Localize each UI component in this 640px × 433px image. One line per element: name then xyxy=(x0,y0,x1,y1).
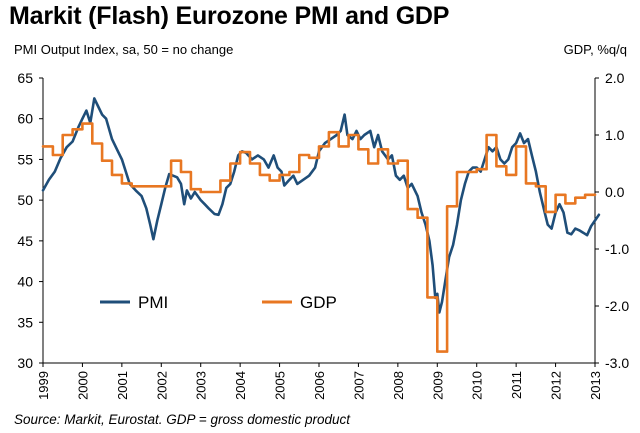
x-tick-label: 2011 xyxy=(509,371,524,399)
x-tick-label: 2002 xyxy=(154,371,169,400)
chart-area: 30 35 40 45 50 55 60 65 -3.0 -2.0 -1.0 0.0 1.0 2.0 1… xyxy=(17,70,629,400)
y-right-tick-label: -2.0 xyxy=(605,298,629,314)
x-tick-label: 2003 xyxy=(194,371,209,400)
y-left-tick-label: 45 xyxy=(17,233,33,249)
x-tick-label: 2009 xyxy=(430,371,445,400)
legend: PMI GDP xyxy=(100,293,337,312)
y-left-tick-label: 50 xyxy=(17,192,33,208)
y-right-tick-label: -1.0 xyxy=(605,241,629,257)
y-right-tick-label: 0.0 xyxy=(605,184,625,200)
chart-title: Markit (Flash) Eurozone PMI and GDP xyxy=(9,2,450,30)
plot-frame xyxy=(42,78,596,364)
series-lines xyxy=(41,97,601,353)
y-right-axis: -3.0 -2.0 -1.0 0.0 1.0 2.0 xyxy=(595,70,629,371)
legend-label-gdp: GDP xyxy=(300,293,337,312)
y-left-tick-label: 30 xyxy=(17,355,33,371)
y-left-tick-label: 60 xyxy=(17,111,33,127)
y-right-tick-label: 1.0 xyxy=(605,127,625,143)
source-note: Source: Markit, Eurostat. GDP = gross do… xyxy=(14,412,351,427)
x-tick-label: 2013 xyxy=(588,371,603,400)
series-line-pmi xyxy=(41,97,601,314)
y-left-axis: 30 35 40 45 50 55 60 65 xyxy=(17,70,43,371)
x-tick-label: 2010 xyxy=(470,371,485,400)
x-tick-label: 2006 xyxy=(312,371,327,400)
x-tick-label: 2000 xyxy=(75,371,90,400)
x-tick-label: 2001 xyxy=(115,371,130,400)
x-tick-label: 2005 xyxy=(273,371,288,400)
y-left-tick-label: 55 xyxy=(17,151,33,167)
x-tick-label: 2007 xyxy=(351,371,366,400)
x-tick-label: 2004 xyxy=(233,371,248,400)
right-axis-label: GDP, %q/q xyxy=(563,42,627,57)
y-right-tick-label: -3.0 xyxy=(605,355,629,371)
legend-label-pmi: PMI xyxy=(138,293,168,312)
left-axis-label: PMI Output Index, sa, 50 = no change xyxy=(14,42,234,57)
x-axis: 1999 2000 2001 2002 2003 2004 2005 2006 2007 2008… xyxy=(36,363,603,400)
x-tick-label: 1999 xyxy=(36,371,51,400)
series-line-gdp xyxy=(41,122,597,353)
y-left-tick-label: 65 xyxy=(17,70,33,86)
y-right-tick-label: 2.0 xyxy=(605,70,625,86)
x-tick-label: 2008 xyxy=(391,371,406,400)
x-tick-label: 2012 xyxy=(549,371,564,400)
y-left-tick-label: 35 xyxy=(17,314,33,330)
y-left-tick-label: 40 xyxy=(17,274,33,290)
